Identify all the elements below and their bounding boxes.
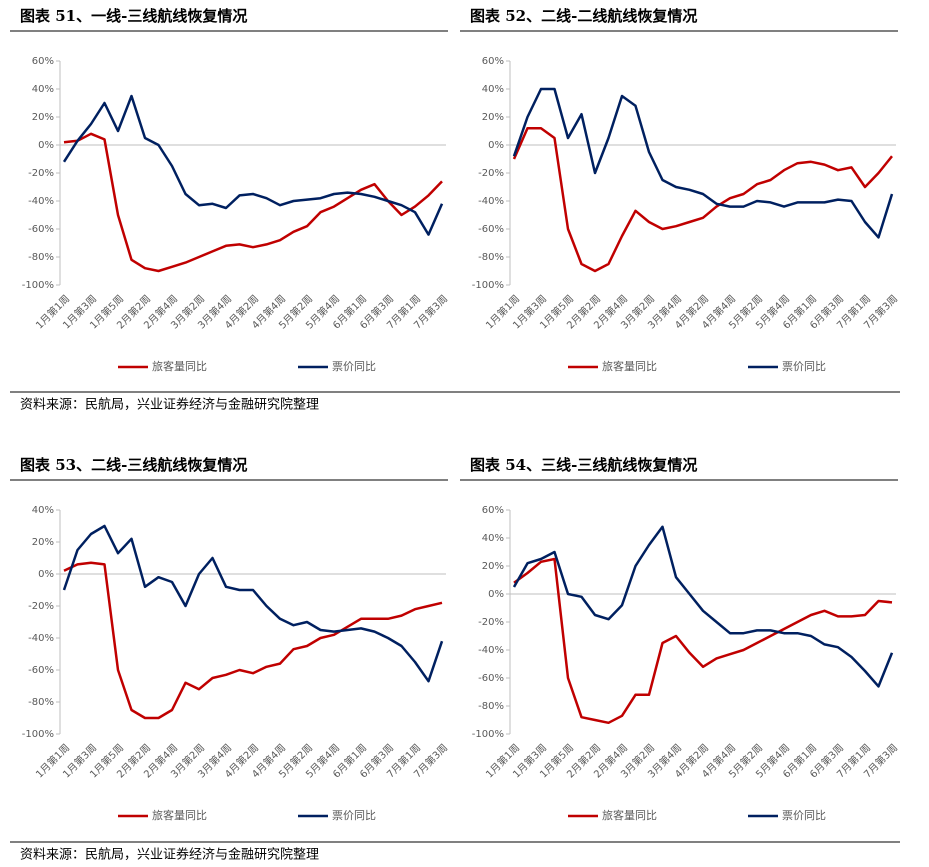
y-tick-label: 20% [32, 537, 54, 548]
y-tick-label: -100% [472, 729, 504, 740]
y-tick-label: -20% [28, 168, 54, 179]
y-tick-label: -40% [28, 633, 54, 644]
legend-label: 旅客量同比 [602, 359, 657, 373]
series-line [62, 524, 444, 683]
series-line [62, 94, 444, 236]
series-line [512, 87, 894, 239]
legend-label: 票价同比 [332, 809, 376, 822]
y-tick-label: 60% [482, 505, 504, 516]
source: 资料来源：民航局，兴业证券经济与金融研究院整理 [20, 397, 319, 413]
legend-label: 票价同比 [782, 360, 826, 373]
y-tick-label: -40% [28, 196, 54, 207]
y-tick-label: 20% [482, 112, 504, 123]
y-tick-label: -80% [28, 252, 54, 263]
y-tick-label: 60% [32, 56, 54, 67]
y-tick-label: 0% [488, 140, 504, 151]
y-tick-label: -60% [478, 224, 504, 235]
y-tick-label: 20% [482, 561, 504, 572]
series-line [512, 126, 893, 273]
y-tick-label: 0% [38, 140, 54, 151]
y-tick-label: -20% [28, 601, 54, 612]
legend-label: 旅客量同比 [152, 808, 207, 822]
legend-label: 旅客量同比 [602, 808, 657, 822]
y-tick-label: -80% [478, 252, 504, 263]
y-tick-label: 40% [32, 84, 54, 95]
y-tick-label: -60% [28, 665, 54, 676]
y-tick-label: 40% [482, 84, 504, 95]
y-tick-label: 60% [482, 56, 504, 67]
legend-label: 旅客量同比 [152, 359, 207, 373]
y-tick-label: -40% [478, 196, 504, 207]
y-tick-label: -40% [478, 645, 504, 656]
series-line [63, 561, 443, 720]
y-tick-label: 40% [32, 505, 54, 516]
y-tick-label: 20% [32, 112, 54, 123]
y-tick-label: -20% [478, 617, 504, 628]
legend-label: 票价同比 [782, 809, 826, 822]
series-line [512, 525, 894, 688]
chart-title: 图表 51、一线-三线航线恢复情况 [20, 7, 247, 25]
y-tick-label: -60% [478, 673, 504, 684]
y-tick-label: -60% [28, 224, 54, 235]
y-tick-label: 0% [488, 589, 504, 600]
y-tick-label: 40% [482, 533, 504, 544]
y-tick-label: -20% [478, 168, 504, 179]
y-tick-label: -100% [22, 280, 54, 291]
legend-label: 票价同比 [332, 360, 376, 373]
y-tick-label: -100% [22, 729, 54, 740]
source: 资料来源：民航局，兴业证券经济与金融研究院整理 [20, 847, 319, 863]
chart-title: 图表 52、二线-二线航线恢复情况 [470, 7, 697, 25]
series-line [513, 557, 893, 725]
y-tick-label: 0% [38, 569, 54, 580]
y-tick-label: -80% [478, 701, 504, 712]
series-line [63, 132, 443, 273]
y-tick-label: -80% [28, 697, 54, 708]
chart-title: 图表 54、三线-三线航线恢复情况 [470, 456, 697, 474]
chart-title: 图表 53、二线-三线航线恢复情况 [20, 456, 247, 474]
y-tick-label: -100% [472, 280, 504, 291]
